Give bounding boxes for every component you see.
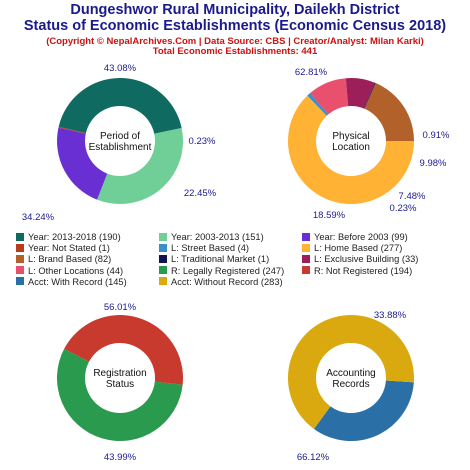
legend-label: R: Not Registered (194) — [314, 265, 413, 276]
legend-item: Year: Not Stated (1) — [16, 243, 110, 254]
legend-label: L: Brand Based (82) — [28, 254, 112, 265]
legend-label: L: Street Based (4) — [171, 243, 250, 254]
legend-swatch — [16, 232, 24, 241]
slice-percent-label: 0.23% — [390, 203, 417, 214]
legend-item: Acct: Without Record (283) — [159, 277, 283, 288]
legend-swatch — [159, 266, 167, 275]
donut-center-label: Records — [332, 379, 369, 390]
donut-center-label: Accounting — [326, 368, 375, 379]
donut-center-label: Registration — [93, 368, 146, 379]
legend-item: L: Street Based (4) — [159, 243, 249, 254]
legend-swatch — [302, 243, 310, 252]
legend-item: Acct: With Record (145) — [16, 277, 127, 288]
slice-percent-label: 9.98% — [420, 158, 447, 169]
donut-slice — [58, 78, 182, 134]
legend-item: Year: 2003-2013 (151) — [159, 232, 264, 243]
donut-center-label: Establishment — [89, 142, 152, 153]
legend-item: L: Brand Based (82) — [16, 254, 111, 265]
slice-percent-label: 62.81% — [295, 67, 328, 78]
donut-slice — [56, 127, 108, 200]
legend-item: Year: 2013-2018 (190) — [16, 232, 121, 243]
legend-swatch — [302, 232, 310, 241]
legend-label: Year: Before 2003 (99) — [314, 232, 408, 242]
donut-slice — [314, 380, 414, 442]
legend-label: Year: 2003-2013 (151) — [171, 232, 264, 242]
donut-slice — [56, 348, 183, 442]
donut-slice — [288, 315, 414, 429]
slice-percent-label: 18.59% — [313, 210, 346, 221]
donut-center-label: Physical — [332, 131, 369, 142]
legend-swatch — [16, 266, 24, 275]
legend-swatch — [302, 254, 310, 263]
donut-slice — [97, 128, 183, 204]
credit-line: (Copyright © NepalArchives.Com | Data So… — [46, 36, 424, 47]
legend-item: L: Other Locations (44) — [16, 266, 123, 277]
legend-label: Acct: With Record (145) — [28, 276, 127, 287]
legend-label: Acct: Without Record (283) — [171, 276, 283, 287]
donut-slice — [64, 315, 183, 385]
legend-label: Year: Not Stated (1) — [28, 243, 110, 254]
legend-swatch — [159, 243, 167, 252]
legend-item: L: Exclusive Building (33) — [302, 254, 418, 265]
donut-hole — [316, 106, 386, 176]
legend-label: Year: 2013-2018 (190) — [28, 232, 121, 242]
legend-swatch — [159, 277, 167, 286]
total-line: Total Economic Establishments: 441 — [152, 46, 318, 57]
slice-percent-label: 0.91% — [423, 130, 450, 141]
donut-center-label: Period of — [100, 131, 140, 142]
legend-label: L: Home Based (277) — [314, 243, 403, 254]
donut-slice — [345, 78, 375, 109]
donut-slice — [364, 82, 376, 109]
donut-hole — [85, 343, 155, 413]
legend-item: L: Home Based (277) — [302, 243, 402, 254]
slice-percent-label: 7.48% — [399, 191, 426, 202]
donut-slice — [287, 95, 414, 205]
donut-center-label: Location — [332, 142, 370, 153]
legend-item: R: Legally Registered (247) — [159, 266, 284, 277]
donut-slice — [58, 126, 86, 134]
legend-swatch — [159, 232, 167, 241]
slice-percent-label: 33.88% — [374, 310, 407, 321]
legend-item: R: Not Registered (194) — [302, 266, 412, 277]
slice-percent-label: 34.24% — [22, 212, 55, 223]
slice-percent-label: 43.08% — [104, 63, 137, 74]
donut-slice — [364, 83, 414, 141]
donut-hole — [316, 343, 386, 413]
legend-label: L: Exclusive Building (33) — [314, 254, 419, 265]
legend-swatch — [159, 254, 167, 263]
chart-title-line2: Status of Economic Establishments (Econo… — [23, 18, 447, 34]
legend-label: R: Legally Registered (247) — [171, 265, 285, 276]
donut-slice — [309, 78, 349, 115]
donut-hole — [85, 106, 155, 176]
legend-swatch — [16, 254, 24, 263]
donut-slice — [307, 93, 329, 116]
legend-swatch — [16, 243, 24, 252]
slice-percent-label: 43.99% — [104, 452, 137, 463]
legend-label: L: Other Locations (44) — [28, 265, 124, 276]
donut-center-label: Status — [106, 379, 134, 390]
legend-swatch — [16, 277, 24, 286]
legend-swatch — [302, 266, 310, 275]
legend-item: Year: Before 2003 (99) — [302, 232, 408, 243]
slice-percent-label: 66.12% — [297, 452, 330, 463]
legend-item: L: Traditional Market (1) — [159, 254, 269, 265]
chart-title-line1: Dungeshwor Rural Municipality, Dailekh D… — [70, 2, 400, 18]
slice-percent-label: 22.45% — [184, 188, 217, 199]
legend-label: L: Traditional Market (1) — [171, 254, 270, 265]
slice-percent-label: 0.23% — [189, 136, 216, 147]
slice-percent-label: 56.01% — [104, 302, 137, 313]
